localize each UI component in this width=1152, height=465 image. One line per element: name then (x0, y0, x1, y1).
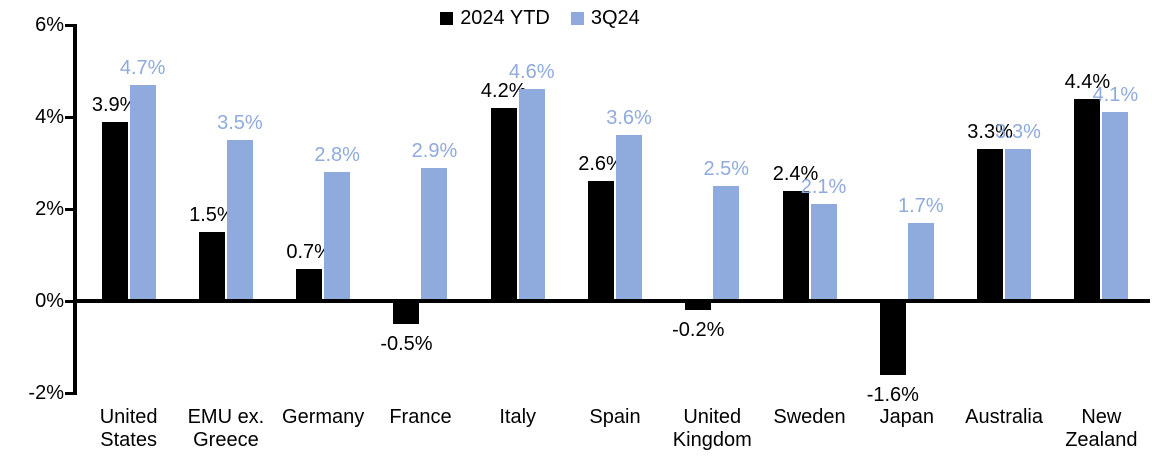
legend-label-3q24: 3Q24 (590, 7, 640, 29)
x-axis-category-label-spain: Spain (589, 406, 641, 428)
bar-2024-ytd-united-states (101, 121, 128, 301)
x-axis-category-label-emu-ex-greece: EMU ex. Greece (187, 406, 265, 451)
bar-2024-ytd-germany (296, 268, 323, 301)
data-label-2024-ytd-germany: 0.7% (286, 240, 332, 263)
bar-2024-ytd-australia (977, 149, 1004, 301)
x-axis-category-label-japan: Japan (879, 406, 935, 428)
bar-3q24-japan (907, 222, 934, 301)
legend-label-2024-ytd: 2024 YTD (460, 7, 550, 29)
data-label-3q24-germany: 2.8% (314, 144, 360, 167)
data-label-2024-ytd-france: -0.5% (380, 333, 433, 355)
x-axis-category-label-united-kingdom: United Kingdom (672, 406, 752, 451)
bar-2024-ytd-emu-ex-greece (198, 232, 225, 301)
y-axis-tick-label: 6% (35, 14, 64, 36)
x-axis-category-label-italy: Italy (499, 406, 537, 428)
bar-2024-ytd-japan (879, 301, 906, 375)
data-label-3q24-spain: 3.6% (606, 107, 652, 130)
y-axis-tick-mark (65, 115, 75, 119)
x-axis-category-label-new-zealand: New Zealand (1065, 406, 1138, 451)
bar-3q24-spain (616, 135, 642, 301)
bar-3q24-france (421, 167, 448, 301)
data-label-2024-ytd-sweden: 2.4% (772, 162, 819, 185)
x-axis-category-label-australia: Australia (965, 406, 1043, 428)
bar-3q24-germany (324, 172, 351, 301)
data-label-3q24-new-zealand: 4.1% (1092, 84, 1139, 107)
data-label-3q24-france: 2.9% (411, 139, 458, 162)
y-axis-tick-mark (65, 23, 75, 27)
data-label-3q24-united-states: 4.7% (119, 56, 166, 79)
bar-2024-ytd-spain (588, 181, 614, 301)
y-axis-tick-label: 2% (35, 198, 64, 220)
legend-marker-3q24 (570, 11, 584, 25)
bar-3q24-emu-ex-greece (226, 140, 253, 301)
data-label-2024-ytd-united-states: 3.9% (91, 93, 138, 116)
x-axis-category-label-sweden: Sweden (773, 406, 846, 428)
bar-2024-ytd-new-zealand (1074, 98, 1101, 301)
x-axis-category-label-united-states: United States (99, 406, 158, 451)
data-label-2024-ytd-australia: 3.3% (967, 121, 1013, 144)
y-axis-tick-mark (65, 207, 75, 211)
x-axis-line (74, 299, 1150, 303)
legend-marker-2024-ytd (440, 11, 454, 25)
data-label-3q24-united-kingdom: 2.5% (703, 158, 750, 180)
data-label-3q24-emu-ex-greece: 3.5% (217, 112, 263, 134)
bar-2024-ytd-sweden (782, 190, 809, 301)
y-axis-tick-mark (65, 299, 75, 303)
bar-2024-ytd-italy (490, 107, 517, 301)
data-label-3q24-australia: 3.3% (995, 121, 1041, 144)
data-label-2024-ytd-japan: -1.6% (866, 383, 919, 406)
bar-2024-ytd-united-kingdom (685, 301, 712, 311)
data-label-2024-ytd-emu-ex-greece: 1.5% (189, 204, 235, 226)
data-label-2024-ytd-united-kingdom: -0.2% (672, 319, 725, 342)
y-axis-tick-label: 0% (35, 290, 64, 312)
y-axis-tick-mark (65, 391, 75, 395)
x-axis-category-label-france: France (389, 406, 452, 428)
x-axis-category-label-germany: Germany (282, 406, 365, 428)
bar-3q24-sweden (810, 204, 837, 301)
data-label-3q24-japan: 1.7% (898, 194, 944, 217)
data-label-2024-ytd-new-zealand: 4.4% (1064, 70, 1111, 93)
data-label-3q24-sweden: 2.1% (800, 176, 847, 199)
bar-3q24-united-kingdom (713, 186, 740, 301)
data-label-2024-ytd-spain: 2.6% (578, 153, 624, 176)
y-axis-tick-label: 4% (35, 106, 64, 128)
bar-3q24-australia (1005, 149, 1032, 301)
y-axis-tick-label: -2% (28, 382, 64, 404)
chart-legend: 2024 YTD 3Q24 (0, 6, 1080, 30)
bar-2024-ytd-france (393, 301, 420, 324)
y-axis-line (73, 23, 77, 395)
legend-item-2024-ytd: 2024 YTD (440, 6, 550, 30)
bar-3q24-italy (518, 89, 545, 301)
data-label-3q24-italy: 4.6% (508, 61, 555, 84)
bar-3q24-united-states (129, 84, 156, 301)
legend-item-3q24: 3Q24 (570, 6, 640, 30)
bar-3q24-new-zealand (1102, 112, 1129, 301)
data-label-2024-ytd-italy: 4.2% (480, 79, 527, 102)
